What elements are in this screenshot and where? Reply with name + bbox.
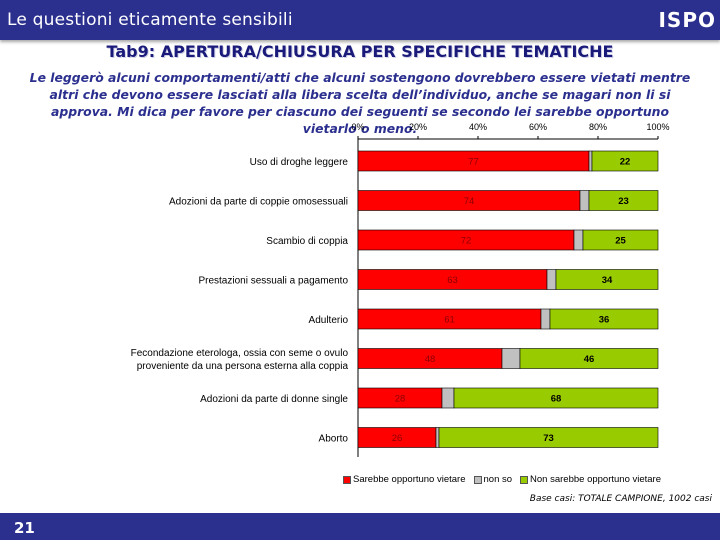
legend-label-non-vietare: Non sarebbe opportuno vietare [530, 474, 662, 485]
data-label: 73 [543, 433, 554, 444]
legend-item-non-so: non so [473, 474, 513, 485]
data-label: 68 [551, 394, 562, 405]
category-labels: Uso di droghe leggere Adozioni da parte d… [131, 157, 349, 445]
category-label: Adozioni da parte di donne single [200, 394, 348, 405]
category-label-line: Prestazioni sessuali a pagamento [198, 276, 348, 287]
bar-segment [588, 150, 593, 172]
table-title: Tab9: APERTURA/CHIUSURA PER SPECIFICHE T… [106, 42, 614, 61]
category-label-line: Fecondazione eterologa, ossia con seme o… [131, 348, 349, 359]
data-label: 46 [584, 354, 595, 365]
x-axis: 0% 20% 40% 60% 80% 100% [351, 122, 670, 457]
x-tick-label: 80% [589, 122, 607, 132]
base-note: Base casi: TOTALE CAMPIONE, 1002 casi [529, 494, 712, 504]
bar-segment [438, 427, 659, 448]
x-tick-label: 100% [646, 122, 669, 132]
category-label-line: Adozioni da parte di donne single [200, 394, 348, 405]
data-label: 25 [615, 236, 626, 247]
category-label: Fecondazione eterologa, ossia con seme o… [131, 348, 349, 372]
data-label: 48 [425, 354, 436, 365]
bar-segment [573, 229, 584, 251]
category-label: Adulterio [309, 315, 349, 326]
category-label-line: Adozioni da parte di coppie omosessuali [169, 197, 348, 208]
category-label-line: Scambio di coppia [266, 236, 348, 247]
bar-segment [591, 150, 659, 172]
page-number: 21 [14, 519, 35, 537]
footer-bar [0, 513, 720, 540]
bar-segment [441, 387, 455, 409]
bar-segment [588, 190, 659, 211]
data-label: 77 [468, 157, 479, 168]
data-label: 74 [464, 196, 475, 207]
data-label: 28 [395, 394, 406, 405]
question-text: Le leggerò alcuni comportamenti/atti che… [29, 70, 691, 136]
category-label: Prestazioni sessuali a pagamento [198, 276, 348, 287]
legend-swatch-vietare [343, 475, 351, 484]
data-label: 26 [392, 433, 403, 444]
category-label-line: Adulterio [309, 315, 349, 326]
category-label: Uso di droghe leggere [250, 157, 349, 168]
x-tick-label: 40% [469, 122, 487, 132]
legend-label-vietare: Sarebbe opportuno vietare [353, 474, 466, 485]
bars-group: 77 22 74 23 72 25 63 34 61 36 48 46 28 68 26 73 [357, 150, 659, 448]
bar-segment [435, 427, 440, 448]
bar-segment [501, 348, 521, 369]
category-label: Aborto [319, 434, 349, 445]
category-label-line: proveniente da una persona esterna alla … [137, 361, 349, 372]
legend-item-non-vietare: Non sarebbe opportuno vietare [520, 474, 661, 485]
legend-label-non-so: non so [483, 474, 513, 485]
ispo-logo: ISPO [658, 8, 716, 32]
slide-section-title: Le questioni eticamente sensibili [7, 10, 293, 30]
x-tick-label: 0% [351, 122, 364, 132]
category-label: Adozioni da parte di coppie omosessuali [169, 197, 348, 208]
bar-segment [555, 269, 659, 290]
header-bar [0, 0, 720, 40]
data-label: 61 [444, 315, 455, 326]
chart-legend: Sarebbe opportuno vietare non so Non sar… [343, 474, 661, 485]
data-label: 22 [620, 157, 631, 168]
x-tick-label: 20% [409, 122, 427, 132]
x-tick-label: 60% [529, 122, 547, 132]
bar-segment [453, 387, 659, 409]
bar-segment [540, 308, 551, 330]
bar-segment [582, 229, 659, 251]
category-label: Scambio di coppia [266, 236, 348, 247]
bar-segment [579, 190, 590, 211]
data-label: 63 [447, 275, 458, 286]
legend-swatch-non-vietare [520, 475, 529, 484]
data-label: 72 [461, 236, 472, 247]
category-label-line: Uso di droghe leggere [250, 157, 349, 168]
data-label: 36 [599, 315, 610, 326]
category-label-line: Aborto [319, 434, 349, 445]
legend-swatch-non-so [473, 475, 482, 484]
data-label: 34 [602, 275, 613, 286]
bar-segment [546, 269, 557, 290]
legend-item-vietare: Sarebbe opportuno vietare [343, 474, 466, 485]
data-label: 23 [618, 196, 629, 207]
bar-segment [549, 308, 659, 330]
bar-segment [519, 348, 659, 369]
